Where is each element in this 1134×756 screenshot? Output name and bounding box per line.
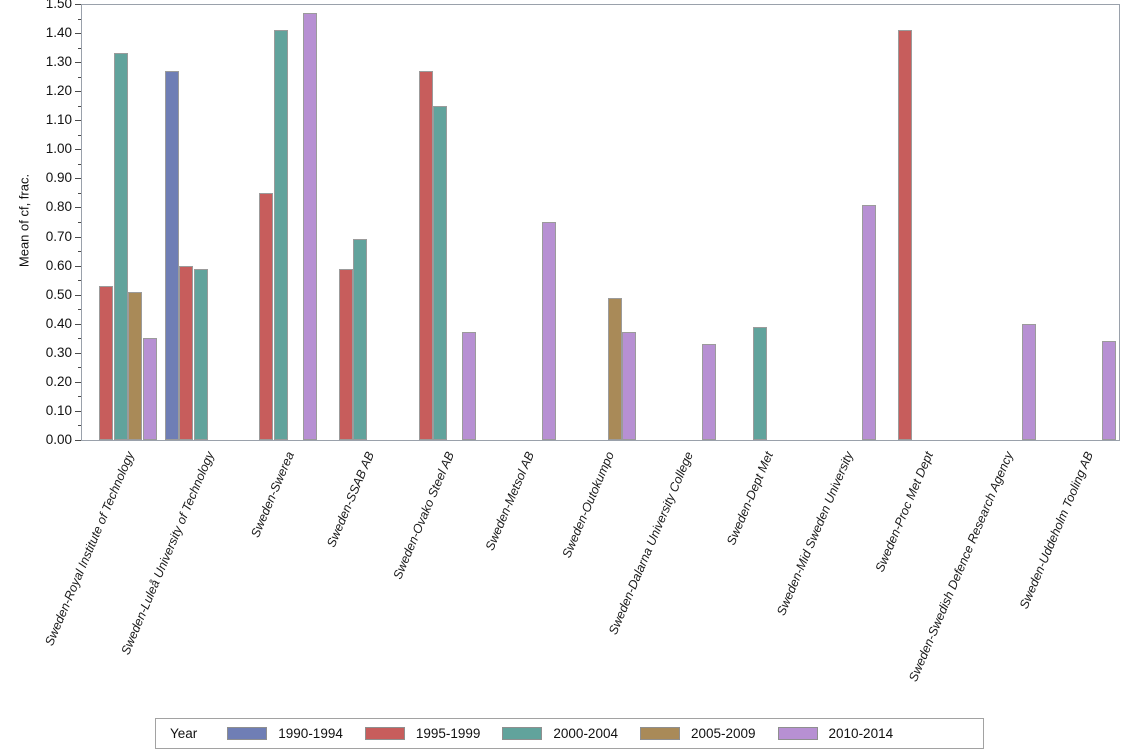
- y-major-tick: [75, 352, 81, 354]
- y-minor-tick: [78, 309, 81, 311]
- bar-1995-1999-cat4: [418, 70, 433, 440]
- y-minor-tick: [78, 76, 81, 78]
- bar-1995-1999-cat3: [338, 268, 353, 440]
- bar-2000-2004-cat1: [193, 268, 208, 440]
- y-minor-tick: [78, 222, 81, 223]
- y-axis-title: Mean of cf, frac.: [16, 173, 32, 268]
- y-major-tick: [75, 323, 81, 325]
- y-tick-label: 0.90: [45, 170, 72, 186]
- y-minor-tick: [78, 163, 81, 165]
- bar-2010-2014-cat6: [622, 332, 637, 440]
- bar-2005-2009-cat0: [128, 291, 143, 440]
- bar-2010-2014-cat2: [302, 12, 317, 440]
- bar-2000-2004-cat4: [433, 105, 448, 440]
- y-tick-label: 0.00: [45, 432, 72, 447]
- y-tick-label: 1.30: [45, 54, 72, 70]
- y-minor-tick: [78, 105, 81, 107]
- bar-2010-2014-cat11: [1021, 323, 1036, 440]
- bar-2000-2004-cat8: [753, 326, 768, 440]
- y-tick-label: 1.40: [45, 25, 72, 41]
- y-minor-tick: [78, 47, 81, 49]
- y-tick-label: 1.10: [45, 112, 72, 128]
- y-major-tick: [75, 178, 81, 180]
- y-major-tick: [75, 91, 81, 93]
- legend-swatch-icon: [777, 727, 818, 740]
- y-major-tick: [75, 149, 81, 151]
- bar-1995-1999-cat2: [259, 192, 274, 440]
- y-tick-label: 0.50: [45, 286, 72, 302]
- y-major-tick: [75, 33, 81, 35]
- bar-2000-2004-cat3: [353, 239, 368, 440]
- legend: Year 1990-1994 1995-1999 2000-2004 2005-200…: [155, 718, 984, 749]
- y-minor-tick: [78, 192, 81, 194]
- y-major-tick: [75, 381, 81, 383]
- legend-item-2005-2009: 2005-2009: [639, 726, 756, 741]
- legend-items: 1990-1994 1995-1999 2000-2004 2005-2009 2010…: [227, 726, 915, 741]
- y-minor-tick: [78, 338, 81, 340]
- y-tick-label: 0.20: [45, 373, 72, 389]
- legend-item-2010-2014: 2010-2014: [777, 726, 894, 741]
- y-tick-label: 0.10: [45, 402, 72, 418]
- y-major-tick: [75, 120, 81, 122]
- y-major-tick: [75, 440, 81, 441]
- bar-2010-2014-cat5: [542, 222, 557, 440]
- y-tick-label: 0.80: [45, 199, 72, 215]
- y-minor-tick: [78, 425, 81, 427]
- bar-1990-1994-cat1: [164, 70, 179, 440]
- y-major-tick: [75, 236, 81, 238]
- y-minor-tick: [78, 134, 81, 136]
- y-tick-label: 0.40: [45, 315, 72, 331]
- y-minor-tick: [78, 367, 81, 369]
- bar-1995-1999-cat1: [179, 265, 194, 440]
- y-tick-label: 0.60: [45, 257, 72, 273]
- legend-item-label: 2000-2004: [553, 726, 618, 741]
- y-tick-label: 1.00: [45, 141, 72, 157]
- bar-2010-2014-cat12: [1101, 341, 1116, 440]
- y-tick-label: 0.30: [45, 344, 72, 360]
- x-category-label: Sweden-Uddeholm Tooling AB: [1016, 449, 1096, 611]
- legend-item-1990-1994: 1990-1994: [227, 726, 343, 741]
- bar-2010-2014-cat9: [862, 204, 877, 440]
- y-tick-label: 1.20: [45, 83, 72, 99]
- y-minor-tick: [78, 251, 81, 253]
- legend-item-label: 2005-2009: [690, 726, 756, 741]
- legend-swatch-icon: [502, 727, 543, 740]
- y-major-tick: [75, 294, 81, 296]
- legend-title: Year: [170, 726, 198, 741]
- bar-2010-2014-cat0: [142, 338, 157, 440]
- x-category-label: Sweden-Royal Institute of Technology: [42, 449, 137, 648]
- y-minor-tick: [78, 396, 81, 398]
- y-major-tick: [75, 410, 81, 412]
- legend-swatch-icon: [639, 727, 680, 740]
- legend-item-label: 1990-1994: [278, 726, 343, 741]
- bar-1995-1999-cat10: [898, 30, 913, 440]
- legend-swatch-icon: [364, 727, 405, 740]
- y-tick-label: 1.50: [45, 0, 72, 11]
- plot-area: [81, 4, 1120, 441]
- y-minor-tick: [78, 280, 81, 282]
- bar-2010-2014-cat7: [702, 344, 717, 440]
- y-major-tick: [75, 4, 81, 5]
- y-minor-tick: [78, 18, 81, 20]
- bar-2000-2004-cat2: [273, 30, 288, 440]
- bar-2010-2014-cat4: [462, 332, 477, 440]
- legend-item-1995-1999: 1995-1999: [364, 726, 481, 741]
- bar-2000-2004-cat0: [113, 53, 128, 440]
- y-major-tick: [75, 265, 81, 267]
- y-tick-label: 0.70: [45, 228, 72, 244]
- y-major-tick: [75, 62, 81, 64]
- legend-item-2000-2004: 2000-2004: [502, 726, 618, 741]
- y-major-tick: [75, 207, 81, 209]
- bar-1995-1999-cat0: [99, 285, 114, 440]
- legend-item-label: 1995-1999: [415, 726, 481, 741]
- bar-2005-2009-cat6: [607, 297, 622, 440]
- legend-item-label: 2010-2014: [828, 726, 894, 741]
- legend-swatch-icon: [227, 727, 268, 740]
